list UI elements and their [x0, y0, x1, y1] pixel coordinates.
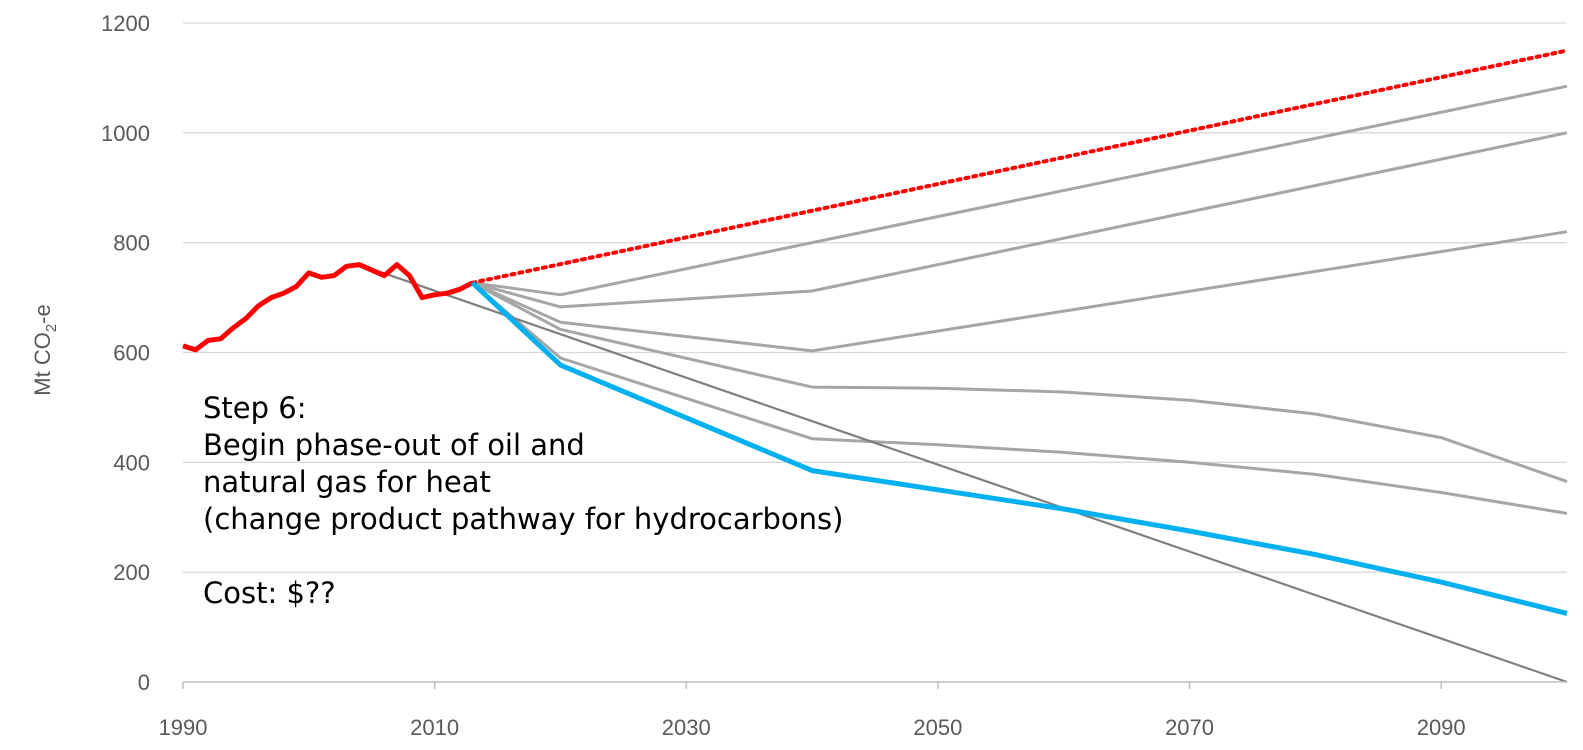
annotation-cost: Cost: $??	[203, 576, 336, 610]
grid-lines	[183, 22, 1567, 573]
x-tick-labels: 1990 2010 2030 2050 2070 2090	[159, 715, 1466, 740]
historical-emissions-line	[182, 262, 474, 353]
x-tick-label: 2090	[1417, 715, 1466, 740]
y-axis-title-main: Mt CO	[30, 332, 55, 396]
y-axis-title: Mt CO2-e	[30, 304, 60, 395]
scenario-line	[472, 84, 1568, 297]
y-tick-label: 600	[113, 341, 150, 366]
business-as-usual-line	[470, 48, 1569, 285]
y-tick-label: 800	[113, 231, 150, 256]
y-tick-label: 0	[138, 670, 150, 695]
x-tick-label: 2070	[1165, 715, 1214, 740]
x-tick-label: 1990	[159, 715, 208, 740]
scenario-line	[472, 131, 1568, 309]
series-layer	[182, 48, 1569, 684]
annotation-spacer	[203, 538, 843, 575]
y-tick-label: 400	[113, 450, 150, 475]
x-tick-label: 2030	[662, 715, 711, 740]
x-tick-label: 2050	[913, 715, 962, 740]
step-6-pathway-line	[470, 280, 1568, 616]
step-annotation: Step 6: Begin phase-out of oil and natur…	[203, 390, 843, 612]
scenario-line	[471, 281, 1568, 484]
annotation-step-title: Step 6:	[203, 391, 307, 425]
scenario-line	[471, 281, 1568, 515]
annotation-line: Begin phase-out of oil and	[203, 428, 585, 462]
y-axis-title-suffix: -e	[30, 304, 55, 324]
x-tick-label: 2010	[410, 715, 459, 740]
axes	[182, 681, 1567, 689]
y-axis-title-subscript: 2	[43, 324, 60, 332]
y-tick-label: 200	[113, 560, 150, 585]
annotation-line: natural gas for heat	[203, 465, 491, 499]
y-tick-labels: 0 200 400 600 800 1000 1200	[101, 11, 150, 695]
y-tick-label: 1200	[101, 11, 150, 36]
y-tick-label: 1000	[101, 121, 150, 146]
scenario-line	[471, 230, 1568, 353]
annotation-line: (change product pathway for hydrocarbons…	[203, 502, 844, 536]
target-trajectory-line	[371, 267, 1568, 684]
